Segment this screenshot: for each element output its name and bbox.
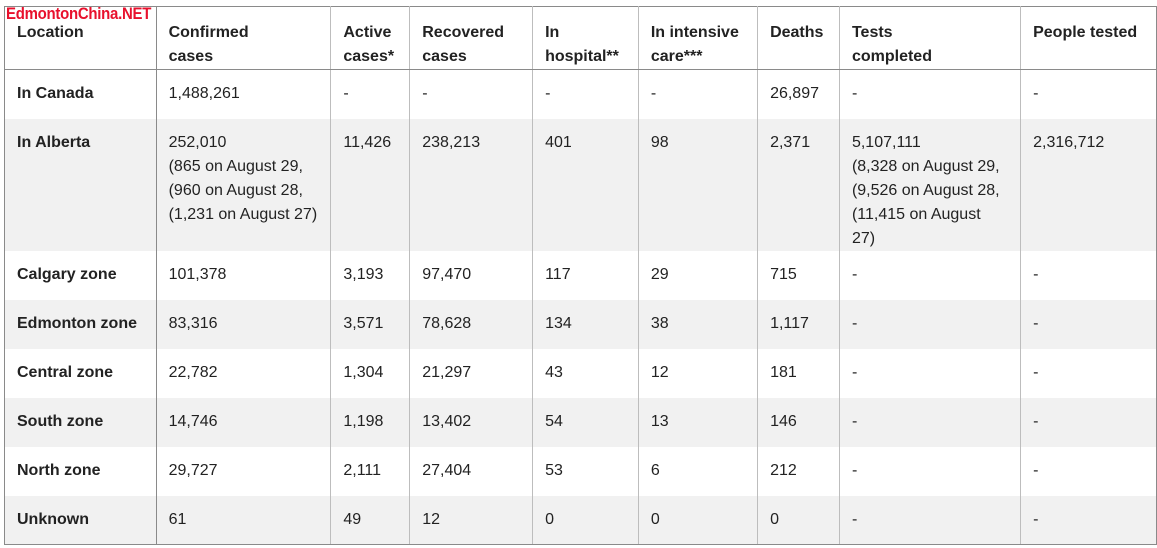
cell-deaths: 2,371 [757,118,840,251]
cell-hospital: 134 [532,299,639,349]
cell-active: 49 [330,495,411,545]
covid-stats-table: Location Confirmed cases Active cases* R… [4,6,1157,545]
cell-tests: - [839,299,1022,349]
cell-people-tested: - [1020,250,1157,300]
cell-tests: - [839,495,1022,545]
cell-location: In Canada [4,69,157,119]
cell-deaths: 146 [757,397,840,447]
cell-tests: 5,107,111 (8,328 on August 29, (9,526 on… [839,118,1022,251]
cell-deaths: 1,117 [757,299,840,349]
cell-recovered: 97,470 [409,250,534,300]
cell-active: 1,304 [330,348,411,398]
header-hospital-label: In hospital** [545,24,619,65]
cell-people-tested: 2,316,712 [1020,118,1157,251]
table-row: Central zone 22,782 1,304 21,297 43 12 181- - [4,348,1157,398]
cell-confirmed: 22,782 [156,348,332,398]
cell-people-tested: - [1020,446,1157,496]
cell-people-tested: - [1020,495,1157,545]
cell-confirmed: 83,316 [156,299,332,349]
table-row: Calgary zone 101,378 3,193 97,470 117 29 715- - [4,250,1157,300]
cell-active: 3,571 [330,299,411,349]
cell-location: Unknown [4,495,157,545]
cell-deaths: 26,897 [757,69,840,119]
cell-recovered: 21,297 [409,348,534,398]
cell-icu: 6 [638,446,759,496]
header-tests-label: Tests completed [851,24,932,65]
cell-deaths: 0 [757,495,840,545]
table-row: North zone 29,727 2,111 27,404 53 6 212- - [4,446,1157,496]
cell-hospital: 54 [532,397,639,447]
cell-icu: 38 [638,299,759,349]
cell-location: South zone [4,397,157,447]
cell-confirmed: 252,010 (865 on August 29, (960 on Augus… [156,118,332,251]
table-row: Unknown 61 49 12 0 0 0- - [4,495,1157,545]
cell-icu: 13 [638,397,759,447]
table-row: In Canada 1,488,261- - - -26,897- - [4,69,1157,119]
cell-icu: 0 [638,495,759,545]
header-recovered-label: Recovered cases [422,24,505,65]
cell-people-tested: - [1020,348,1157,398]
cell-tests: - [839,250,1022,300]
header-recovered: Recovered cases [409,6,534,70]
cell-recovered: 78,628 [409,299,534,349]
cell-hospital: 43 [532,348,639,398]
cell-recovered: 238,213 [409,118,534,251]
header-icu-label: In intensive care*** [650,24,739,65]
cell-tests: - [839,397,1022,447]
cell-hospital: 117 [532,250,639,300]
header-confirmed: Confirmed cases [156,6,332,70]
cell-hospital: - [532,69,639,119]
cell-recovered: 12 [409,495,534,545]
cell-confirmed: 14,746 [156,397,332,447]
cell-confirmed: 61 [156,495,332,545]
cell-confirmed: 101,378 [156,250,332,300]
cell-active: 1,198 [330,397,411,447]
cell-icu: 12 [638,348,759,398]
header-active: Active cases* [330,6,411,70]
header-deaths: Deaths [757,6,840,70]
cell-tests: - [839,69,1022,119]
table-row: Edmonton zone 83,316 3,571 78,628 134 38 1,117… [4,299,1157,349]
cell-icu: 98 [638,118,759,251]
cell-location: Edmonton zone [4,299,157,349]
table-row: In Alberta 252,010 (865 on August 29, (96… [4,118,1157,251]
header-hospital: In hospital** [532,6,639,70]
cell-confirmed: 1,488,261 [156,69,332,119]
cell-active: 3,193 [330,250,411,300]
cell-hospital: 53 [532,446,639,496]
cell-people-tested: - [1020,299,1157,349]
header-location: Location [4,6,157,70]
cell-confirmed: 29,727 [156,446,332,496]
table-row: South zone 14,746 1,198 13,402 54 13 146- - [4,397,1157,447]
cell-recovered: 27,404 [409,446,534,496]
cell-deaths: 715 [757,250,840,300]
cell-location: North zone [4,446,157,496]
cell-tests: - [839,446,1022,496]
header-confirmed-label: Confirmed cases [168,24,249,65]
cell-hospital: 401 [532,118,639,251]
cell-active: 2,111 [330,446,411,496]
cell-icu: - [638,69,759,119]
cell-location: Calgary zone [4,250,157,300]
cell-active: 11,426 [330,118,411,251]
header-icu: In intensive care*** [638,6,759,70]
cell-hospital: 0 [532,495,639,545]
header-tests: Tests completed [839,6,1022,70]
cell-icu: 29 [638,250,759,300]
header-active-label: Active cases* [343,24,395,65]
cell-location: Central zone [4,348,157,398]
cell-people-tested: - [1020,69,1157,119]
watermark-logo: EdmontonChina.NET [6,4,152,23]
cell-deaths: 212 [757,446,840,496]
cell-tests: - [839,348,1022,398]
header-people-tested: People tested [1020,6,1157,70]
cell-recovered: - [409,69,534,119]
cell-active: - [330,69,411,119]
cell-recovered: 13,402 [409,397,534,447]
header-row: Location Confirmed cases Active cases* R… [4,6,1157,70]
cell-people-tested: - [1020,397,1157,447]
cell-deaths: 181 [757,348,840,398]
cell-location: In Alberta [4,118,157,251]
